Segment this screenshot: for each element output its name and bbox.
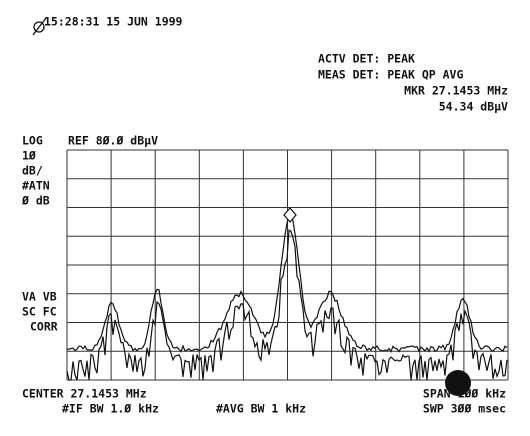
graticule: [66, 149, 509, 381]
atn-value: Ø dB: [21, 194, 50, 208]
scale: LOG: [22, 134, 43, 148]
avg-bw: #AVG BW 1 kHz: [216, 402, 306, 416]
marker-freq: MKR 27.1453 MHz: [404, 84, 508, 98]
ref-level: REF 8Ø.Ø dBµV: [68, 134, 158, 148]
if-bw: #IF BW 1.Ø kHz: [62, 402, 159, 416]
traces: [66, 212, 508, 381]
corr: CORR: [30, 320, 58, 334]
peak-trace: [66, 212, 508, 353]
div-unit: dB/: [22, 164, 43, 178]
smudge: [445, 370, 471, 396]
atn: #ATN: [22, 179, 50, 193]
timestamp: 15:28:31 15 JUN 1999: [44, 15, 183, 29]
meas-det: MEAS DET: PEAK QP AVG: [318, 68, 463, 82]
marker-level: 54.34 dBµV: [439, 100, 508, 114]
sc-fc: SC FC: [22, 305, 57, 319]
marker: [283, 207, 297, 223]
actv-det: ACTV DET: PEAK: [318, 52, 415, 66]
sweep: SWP 3ØØ msec: [423, 402, 506, 416]
center: CENTER 27.1453 MHz: [22, 387, 147, 401]
div: 1Ø: [22, 149, 36, 163]
va-vb: VA VB: [22, 290, 57, 304]
hp-logo: [32, 17, 47, 36]
avg-trace: [66, 229, 508, 381]
